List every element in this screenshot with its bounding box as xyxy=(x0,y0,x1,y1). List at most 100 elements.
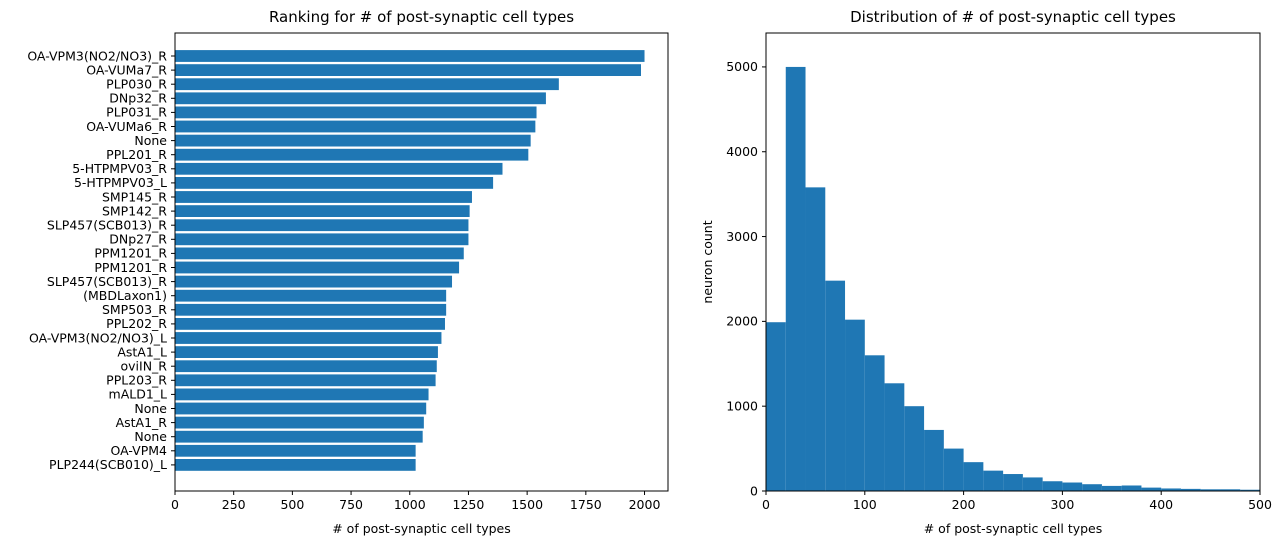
ranking-category-label: AstA1_R xyxy=(116,415,168,430)
ranking-category-label: PLP031_R xyxy=(106,105,167,120)
ranking-bar xyxy=(175,430,423,443)
ranking-bar xyxy=(175,459,416,471)
ranking-x-tick-label: 1250 xyxy=(453,497,485,512)
ranking-category-label: SLP457(SCB013)_R xyxy=(47,274,167,289)
ranking-category-label: (MBDLaxon1) xyxy=(83,288,167,303)
histogram-bar xyxy=(1161,488,1181,491)
ranking-bar xyxy=(175,50,645,62)
ranking-category-label: None xyxy=(134,133,167,148)
ranking-category-label: PPL203_R xyxy=(106,373,167,388)
ranking-bar xyxy=(175,318,445,330)
ranking-bar xyxy=(175,191,472,203)
ranking-category-label: PPM1201_R xyxy=(94,260,167,275)
ranking-bar xyxy=(175,106,537,119)
ranking-category-label: None xyxy=(134,429,167,444)
ranking-bar xyxy=(175,247,464,260)
histogram-bar xyxy=(1200,489,1221,491)
ranking-category-label: mALD1_L xyxy=(109,387,168,402)
histogram-bar xyxy=(1141,487,1162,491)
ranking-category-label: PPL201_R xyxy=(106,147,167,162)
histogram-bar xyxy=(1022,477,1043,491)
distribution-axes-frame xyxy=(765,32,1261,492)
histogram-bar xyxy=(1180,488,1201,491)
ranking-category-label: AstA1_L xyxy=(117,344,167,359)
histogram-x-tick-label: 200 xyxy=(952,497,976,512)
histogram-bar xyxy=(884,383,905,491)
histogram-bar xyxy=(1101,485,1122,491)
histogram-x-tick-label: 0 xyxy=(762,497,770,512)
ranking-bar xyxy=(175,120,536,133)
ranking-x-tick-label: 0 xyxy=(171,497,179,512)
ranking-category-label: None xyxy=(134,401,167,416)
ranking-bar xyxy=(175,92,546,105)
ranking-category-label: PPM1201_R xyxy=(94,246,167,261)
histogram-y-tick-label: 0 xyxy=(750,483,758,498)
ranking-category-label: PLP030_R xyxy=(106,77,167,92)
ranking-category-label: DNp27_R xyxy=(109,232,167,247)
distribution-x-axis-title: # of post-synaptic cell types xyxy=(924,521,1103,536)
ranking-bar xyxy=(175,219,469,232)
ranking-bar xyxy=(175,360,437,373)
ranking-axes-frame xyxy=(174,32,669,492)
ranking-bar xyxy=(175,78,559,91)
histogram-x-tick-label: 100 xyxy=(853,497,877,512)
histogram-x-tick-label: 500 xyxy=(1248,497,1272,512)
ranking-x-tick-label: 1000 xyxy=(394,497,426,512)
histogram-y-tick-label: 1000 xyxy=(726,398,758,413)
histogram-bar xyxy=(766,322,786,491)
distribution-chart-title: Distribution of # of post-synaptic cell … xyxy=(850,8,1176,26)
ranking-bar xyxy=(175,402,427,415)
distribution-chart: Distribution of # of post-synaptic cell … xyxy=(700,8,1272,536)
ranking-bar xyxy=(175,346,438,358)
ranking-category-label: PLP244(SCB010)_L xyxy=(49,457,167,472)
ranking-category-label: oviIN_R xyxy=(121,359,168,374)
histogram-bar xyxy=(785,66,806,492)
ranking-chart: Ranking for # of post-synaptic cell type… xyxy=(27,8,669,536)
histogram-bar xyxy=(1082,484,1102,491)
histogram-bar xyxy=(845,319,865,491)
ranking-x-tick-label: 750 xyxy=(339,497,363,512)
histogram-bar xyxy=(1062,482,1083,491)
histogram-bar xyxy=(1220,489,1241,491)
ranking-category-label: SMP503_R xyxy=(102,302,167,317)
ranking-category-label: DNp32_R xyxy=(109,91,167,106)
histogram-y-tick-label: 5000 xyxy=(726,59,758,74)
histogram-bar xyxy=(943,448,964,491)
ranking-x-tick-label: 250 xyxy=(222,497,246,512)
ranking-bar xyxy=(175,332,442,344)
histogram-bar xyxy=(963,462,984,491)
histogram-y-tick-label: 2000 xyxy=(726,314,758,329)
histogram-bar xyxy=(864,355,885,491)
histogram-bar xyxy=(924,429,944,491)
ranking-category-label: OA-VUMa6_R xyxy=(86,119,167,134)
ranking-bar xyxy=(175,177,494,189)
ranking-x-tick-label: 1500 xyxy=(511,497,543,512)
histogram-bar xyxy=(1042,481,1063,491)
histogram-x-tick-label: 400 xyxy=(1149,497,1173,512)
ranking-bar xyxy=(175,275,453,288)
ranking-bar xyxy=(175,134,531,147)
ranking-bar xyxy=(175,374,436,387)
ranking-x-tick-label: 2000 xyxy=(629,497,661,512)
ranking-plot-area: OA-VPM3(NO2/NO3)_ROA-VUMa7_RPLP030_RDNp3… xyxy=(27,48,660,512)
ranking-category-label: OA-VUMa7_R xyxy=(86,62,167,77)
histogram-bar xyxy=(825,280,846,491)
histogram-x-tick-label: 300 xyxy=(1050,497,1074,512)
ranking-bar xyxy=(175,64,641,76)
ranking-bar xyxy=(175,233,469,246)
ranking-category-label: PPL202_R xyxy=(106,316,167,331)
ranking-bar xyxy=(175,162,503,175)
ranking-bar xyxy=(175,261,460,274)
distribution-y-axis-title: neuron count xyxy=(700,220,715,303)
ranking-bar xyxy=(175,289,447,302)
ranking-category-label: SMP142_R xyxy=(102,203,167,218)
ranking-x-tick-label: 1750 xyxy=(570,497,602,512)
ranking-category-label: OA-VPM4 xyxy=(110,443,167,458)
ranking-x-tick-label: 500 xyxy=(280,497,304,512)
ranking-bar xyxy=(175,148,529,161)
ranking-bar xyxy=(175,303,447,316)
ranking-chart-title: Ranking for # of post-synaptic cell type… xyxy=(269,8,574,26)
histogram-bar xyxy=(1121,485,1142,491)
